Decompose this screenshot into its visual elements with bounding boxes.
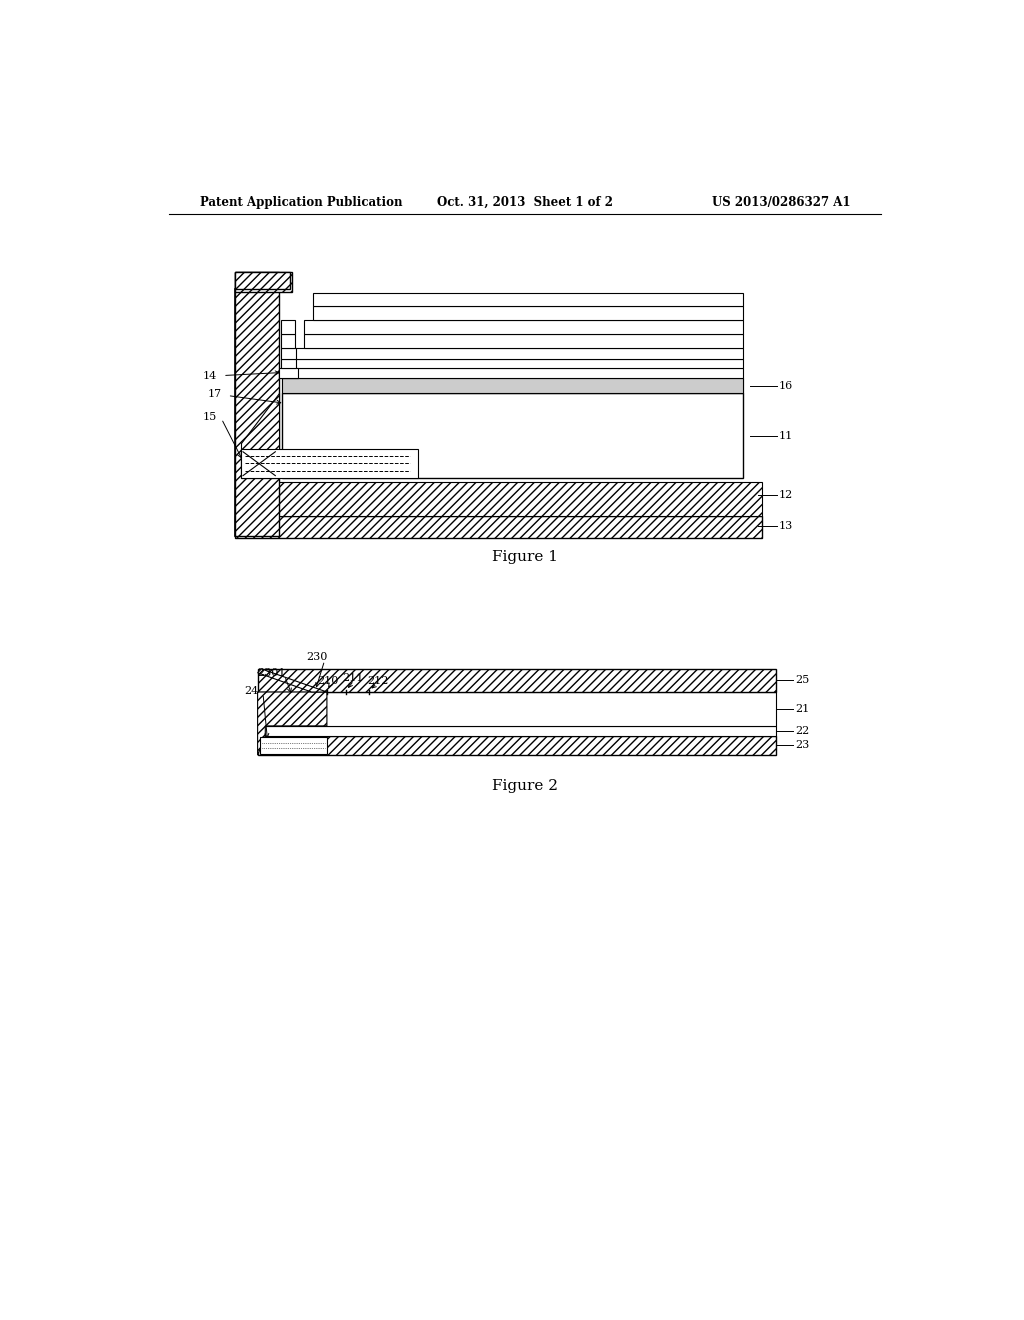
Text: 11: 11 [779,430,794,441]
Polygon shape [258,692,327,755]
Bar [313,293,742,306]
Bar [283,393,742,478]
Text: 16: 16 [779,380,794,391]
Text: 13: 13 [779,521,794,532]
Bar [241,449,278,478]
Text: 15: 15 [202,412,216,422]
Bar [294,348,742,359]
Text: Figure 1: Figure 1 [492,550,558,564]
Text: 17: 17 [208,389,221,399]
Text: Oct. 31, 2013  Sheet 1 of 2: Oct. 31, 2013 Sheet 1 of 2 [437,195,612,209]
Bar [260,738,327,754]
Bar [304,321,742,334]
Bar [234,272,280,536]
Bar [258,726,776,737]
Text: 212: 212 [367,676,388,686]
Text: 2301: 2301 [258,668,286,677]
Text: 14: 14 [202,371,216,380]
Bar [281,334,295,348]
Bar [313,306,742,321]
Text: Figure 2: Figure 2 [492,779,558,793]
Bar [258,692,776,726]
Text: 12: 12 [779,490,794,500]
Bar [243,482,762,516]
Text: 230: 230 [306,652,328,663]
Bar [283,378,742,393]
Polygon shape [258,669,327,692]
Text: 210: 210 [317,676,339,686]
Text: 211: 211 [342,673,364,684]
Bar [281,359,296,368]
Text: 25: 25 [795,676,809,685]
Bar [280,368,298,378]
Text: 24: 24 [245,686,259,696]
Bar [294,359,742,368]
Bar [241,449,418,478]
Bar [258,669,776,692]
Text: 21: 21 [795,704,809,714]
Bar [234,272,292,292]
Polygon shape [241,393,280,478]
Bar [283,368,742,378]
Bar [258,737,776,755]
Bar [283,378,742,393]
Bar [234,516,762,539]
Text: US 2013/0286327 A1: US 2013/0286327 A1 [712,195,851,209]
Text: 22: 22 [795,726,809,735]
Bar [304,334,742,348]
Bar [281,348,296,359]
Bar [234,272,290,289]
Text: 23: 23 [795,741,809,750]
Bar [281,321,295,334]
Text: Patent Application Publication: Patent Application Publication [200,195,402,209]
